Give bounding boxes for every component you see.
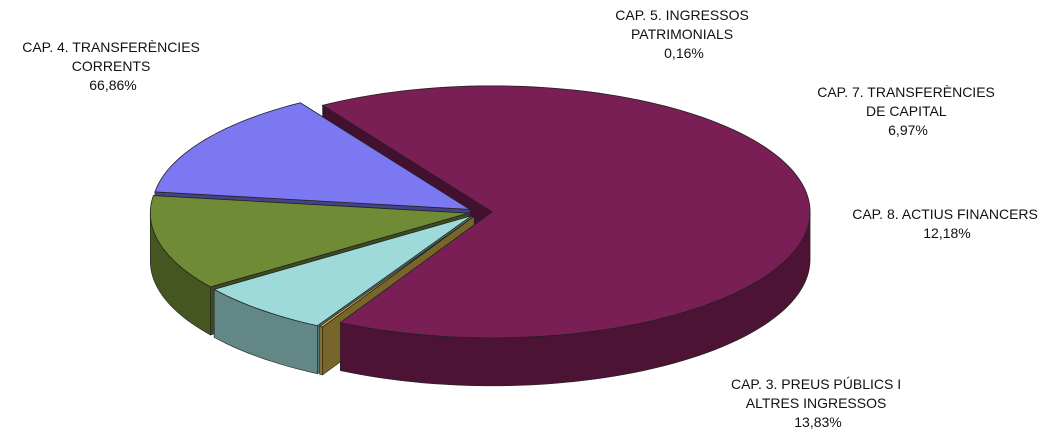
pie-labels: CAP. 3. PREUS PÚBLICS I ALTRES INGRESSOS… xyxy=(22,7,1042,430)
slice-label-cap8: CAP. 8. ACTIUS FINANCERS 12,18% xyxy=(852,206,1042,241)
slice-value-cap5: 0,16% xyxy=(664,45,704,61)
slice-top-cap8 xyxy=(149,195,469,288)
slice-value-cap3: 13,83% xyxy=(794,414,841,430)
slice-top-cap4 xyxy=(321,85,811,339)
slice-side-cap5 xyxy=(319,325,323,376)
slice-value-cap8: 12,18% xyxy=(923,225,970,241)
slice-top-cap3 xyxy=(154,102,472,210)
slice-top-cap5 xyxy=(318,215,475,328)
slice-value-cap4: 66,86% xyxy=(89,77,136,93)
slice-top-cap7 xyxy=(213,215,473,327)
slice-label-cap3: CAP. 3. PREUS PÚBLICS I ALTRES INGRESSOS… xyxy=(731,376,905,430)
slice-label-cap7: CAP. 7. TRANSFERÈNCIES DE CAPITAL 6,97% xyxy=(817,84,999,138)
slice-value-cap7: 6,97% xyxy=(888,122,928,138)
pie-slices xyxy=(149,85,811,387)
slice-label-cap5: CAP. 5. INGRESSOS PATRIMONIALS 0,16% xyxy=(615,7,752,61)
slice-label-cap4: CAP. 4. TRANSFERÈNCIES CORRENTS 66,86% xyxy=(22,39,204,93)
